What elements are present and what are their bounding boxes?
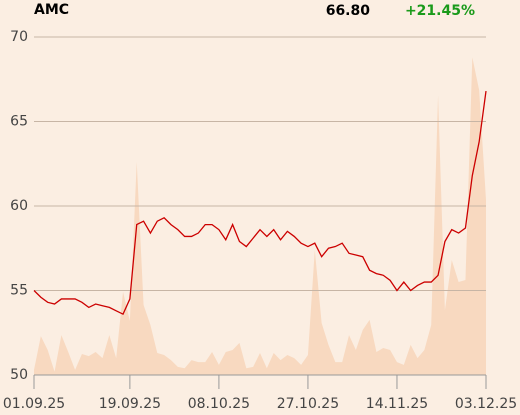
x-tick-label: 27.10.25 bbox=[277, 396, 339, 412]
x-tick-label: 01.09.25 bbox=[3, 396, 65, 412]
x-tick-label: 19.09.25 bbox=[99, 396, 161, 412]
price-line bbox=[33, 90, 487, 316]
last-price: 66.80 bbox=[326, 3, 371, 19]
y-tick-label: 65 bbox=[10, 114, 28, 130]
y-tick-label: 55 bbox=[10, 283, 28, 299]
x-tick-label: 08.10.25 bbox=[188, 396, 250, 412]
x-tick-label: 03.12.25 bbox=[455, 396, 517, 412]
y-tick-label: 50 bbox=[10, 367, 28, 383]
volume-area bbox=[34, 57, 486, 375]
y-tick-label: 60 bbox=[10, 198, 28, 214]
price-change: +21.45% bbox=[405, 3, 475, 19]
x-tick-label: 14.11.25 bbox=[366, 396, 428, 412]
y-tick-label: 70 bbox=[10, 29, 28, 45]
chart-title: AMC bbox=[34, 2, 69, 18]
